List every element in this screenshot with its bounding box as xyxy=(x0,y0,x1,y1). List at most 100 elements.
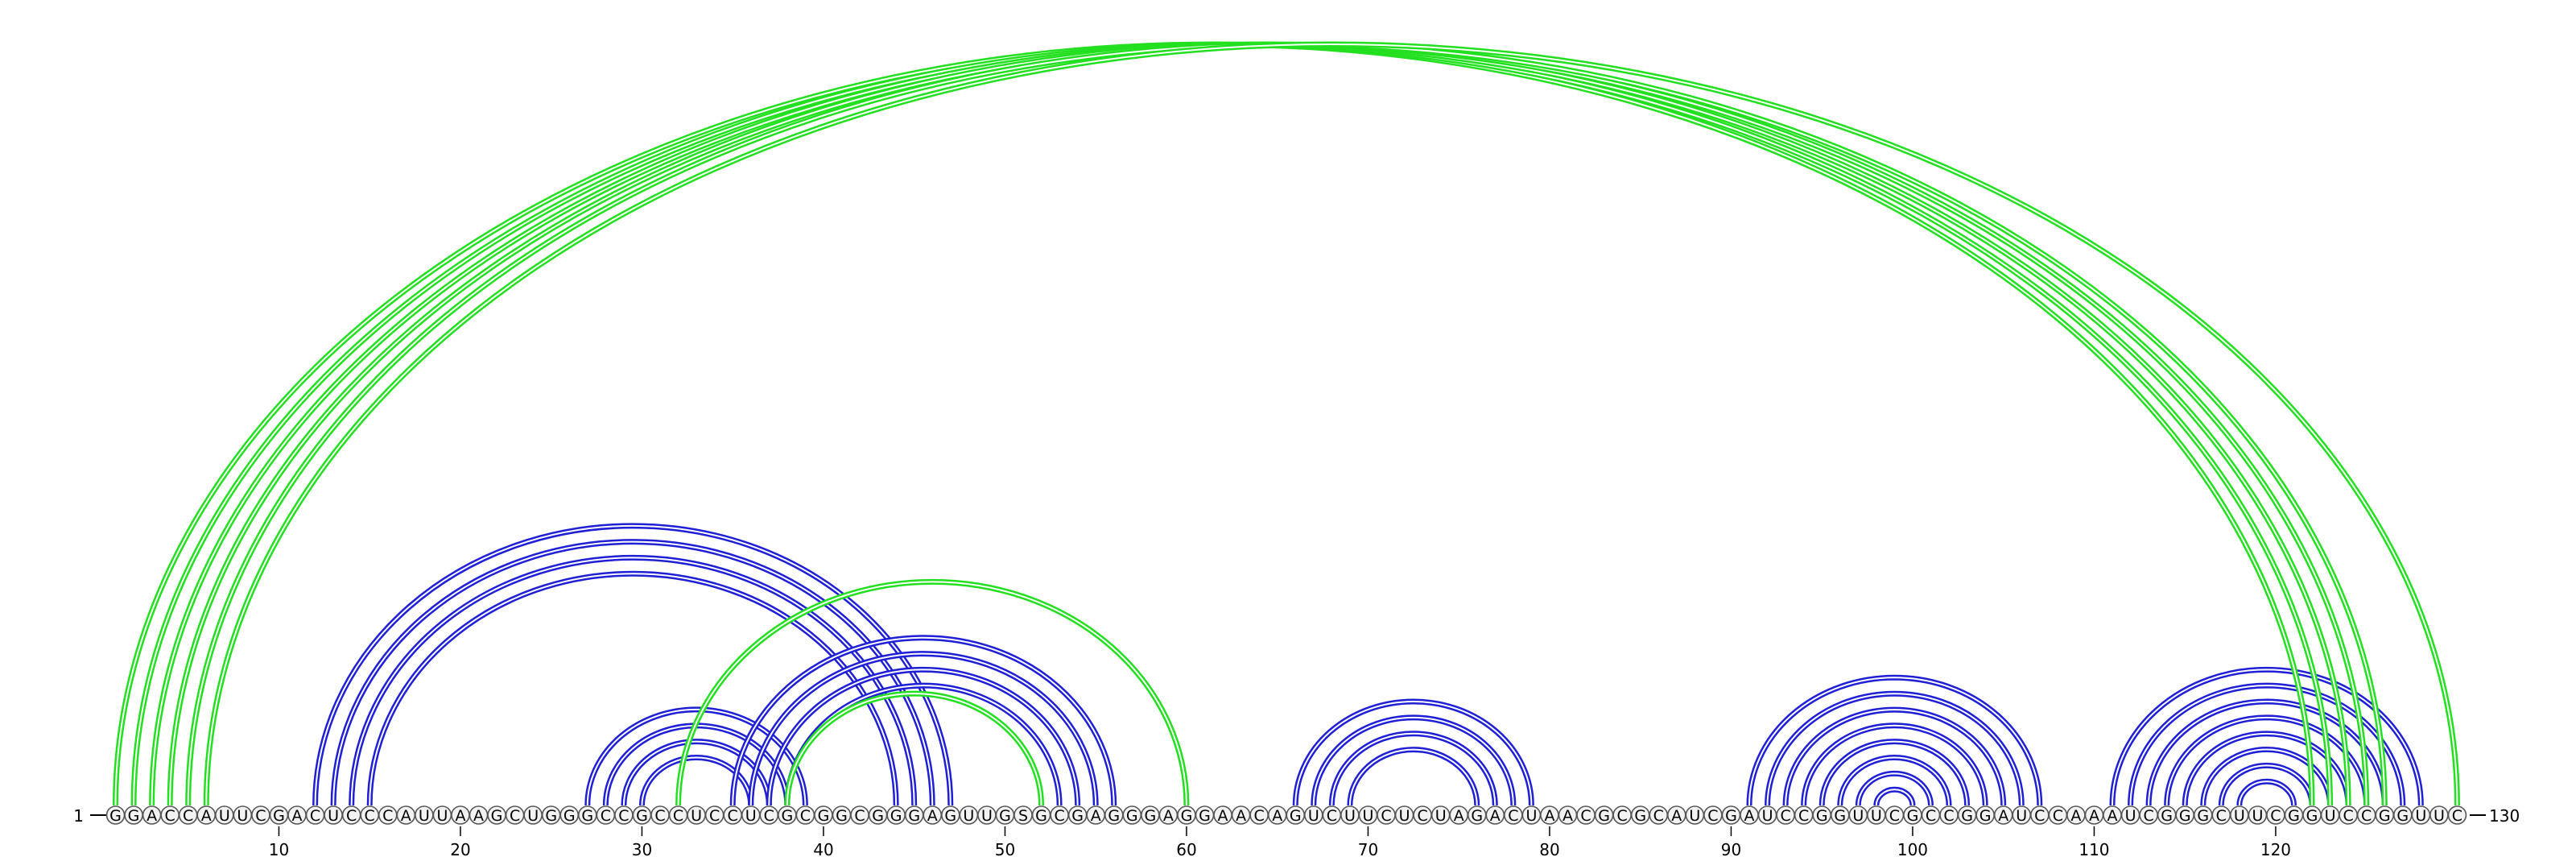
nucleotide: U xyxy=(2120,805,2140,825)
nucleotide: G xyxy=(124,805,143,825)
base-pair-arc xyxy=(1873,786,1916,806)
nucleotide: A xyxy=(469,805,489,825)
nucleotide-letter: G xyxy=(1598,807,1610,825)
base-pair-arc xyxy=(638,754,754,806)
long-range-arc xyxy=(203,41,2460,806)
nucleotide: G xyxy=(1122,805,1142,825)
nucleotide-letter: A xyxy=(455,807,465,825)
nucleotide: U xyxy=(432,805,452,825)
nucleotide-letter: C xyxy=(2216,807,2227,825)
nucleotide-letter: G xyxy=(1290,807,1302,825)
base-pair-arc xyxy=(2182,731,2351,806)
nucleotide: G xyxy=(1721,805,1741,825)
nucleotide: C xyxy=(723,805,743,825)
nucleotide-letter: C xyxy=(800,807,811,825)
nucleotide-letter: G xyxy=(273,807,285,825)
nucleotide: A xyxy=(2066,805,2086,825)
nucleotide: C xyxy=(596,805,616,825)
nucleotide: A xyxy=(1449,805,1468,825)
nucleotide-letter: G xyxy=(1834,807,1846,825)
nucleotide-letter: U xyxy=(2434,807,2445,825)
nucleotide: G xyxy=(1195,805,1215,825)
nucleotide-letter: G xyxy=(1725,807,1737,825)
nucleotide: U xyxy=(1685,805,1705,825)
nucleotide: G xyxy=(1630,805,1650,825)
nucleotide: C xyxy=(1885,805,1905,825)
nucleotide: G xyxy=(1067,805,1088,825)
position-tick: 20 xyxy=(450,826,471,857)
position-tick-label: 90 xyxy=(1721,840,1741,857)
nucleotide-letter: C xyxy=(255,807,266,825)
nucleotide-letter: U xyxy=(1399,807,1410,825)
nucleotide: G xyxy=(1975,805,1995,825)
nucleotide: C xyxy=(1776,805,1795,825)
base-pair-arc xyxy=(1347,747,1480,806)
nucleotide-letter: C xyxy=(2053,807,2063,825)
nucleotide: U xyxy=(214,805,234,825)
nucleotide-letter: U xyxy=(2125,807,2136,825)
nucleotide: C xyxy=(1649,805,1669,825)
nucleotide-letter: U xyxy=(237,807,248,825)
nucleotide: C xyxy=(360,805,380,825)
nucleotide-letter: C xyxy=(2034,807,2045,825)
position-tick: 100 xyxy=(1897,826,1928,857)
nucleotide-letter: C xyxy=(1617,807,1628,825)
nucleotide: G xyxy=(832,805,852,825)
long-range-arc xyxy=(784,690,1045,806)
nucleotide-letter: U xyxy=(1689,807,1700,825)
nucleotide: U xyxy=(741,805,761,825)
nucleotide: C xyxy=(1703,805,1723,825)
nucleotide: A xyxy=(396,805,416,825)
nucleotide: G xyxy=(1594,805,1614,825)
nucleotide-letter: G xyxy=(636,807,648,825)
nucleotide: A xyxy=(1158,805,1179,825)
nucleotide: C xyxy=(2447,805,2467,825)
nucleotide-letter: A xyxy=(473,807,484,825)
nucleotide-letter: C xyxy=(728,807,738,825)
nucleotide: C xyxy=(378,805,398,825)
nucleotide: G xyxy=(541,805,561,825)
nucleotide-letter: C xyxy=(2270,807,2281,825)
nucleotide-letter: G xyxy=(1181,807,1193,825)
base-pair-arc xyxy=(766,666,1081,806)
nucleotide-letter: C xyxy=(601,807,611,825)
nucleotide-letter: A xyxy=(1490,807,1501,825)
nucleotide-letter: A xyxy=(1671,807,1682,825)
nucleotide: A xyxy=(1086,805,1105,825)
nucleotide: C xyxy=(2030,805,2050,825)
nucleotide: C xyxy=(650,805,670,825)
nucleotide: G xyxy=(886,805,906,825)
nucleotide: A xyxy=(1267,805,1287,825)
nucleotide-letter: C xyxy=(654,807,665,825)
base-pair-arc xyxy=(2128,682,2406,806)
position-tick: 110 xyxy=(2079,826,2110,857)
nucleotide-letter: C xyxy=(1580,807,1591,825)
nucleotide-letter: C xyxy=(709,807,720,825)
nucleotide: A xyxy=(142,805,162,825)
sequence-start-label: 1 xyxy=(73,806,84,826)
position-tick-label: 110 xyxy=(2079,840,2109,857)
nucleotide-letter: U xyxy=(328,807,339,825)
nucleotide-letter: U xyxy=(219,807,230,825)
nucleotide: G xyxy=(269,805,289,825)
nucleotide-letter: A xyxy=(201,807,212,825)
long-range-arc xyxy=(152,44,2349,805)
nucleotide-letter: G xyxy=(2379,807,2391,825)
nucleotide-letter: G xyxy=(2396,807,2409,825)
nucleotide-letter: C xyxy=(183,807,193,825)
nucleotide-letter: C xyxy=(1417,807,1427,825)
nucleotide-letter: C xyxy=(2452,807,2462,825)
nucleotide-letter: G xyxy=(908,807,920,825)
base-pair-arc xyxy=(2145,698,2388,806)
nucleotide: U xyxy=(2248,805,2268,825)
position-tick-label: 40 xyxy=(813,840,833,857)
nucleotide: G xyxy=(105,805,126,825)
nucleotide: U xyxy=(324,805,343,825)
nucleotide-letter: C xyxy=(2361,807,2372,825)
nucleotide: G xyxy=(1957,805,1977,825)
nucleotide: U xyxy=(977,805,997,825)
nucleotide: C xyxy=(2356,805,2376,825)
nucleotide-letter: U xyxy=(2016,807,2027,825)
